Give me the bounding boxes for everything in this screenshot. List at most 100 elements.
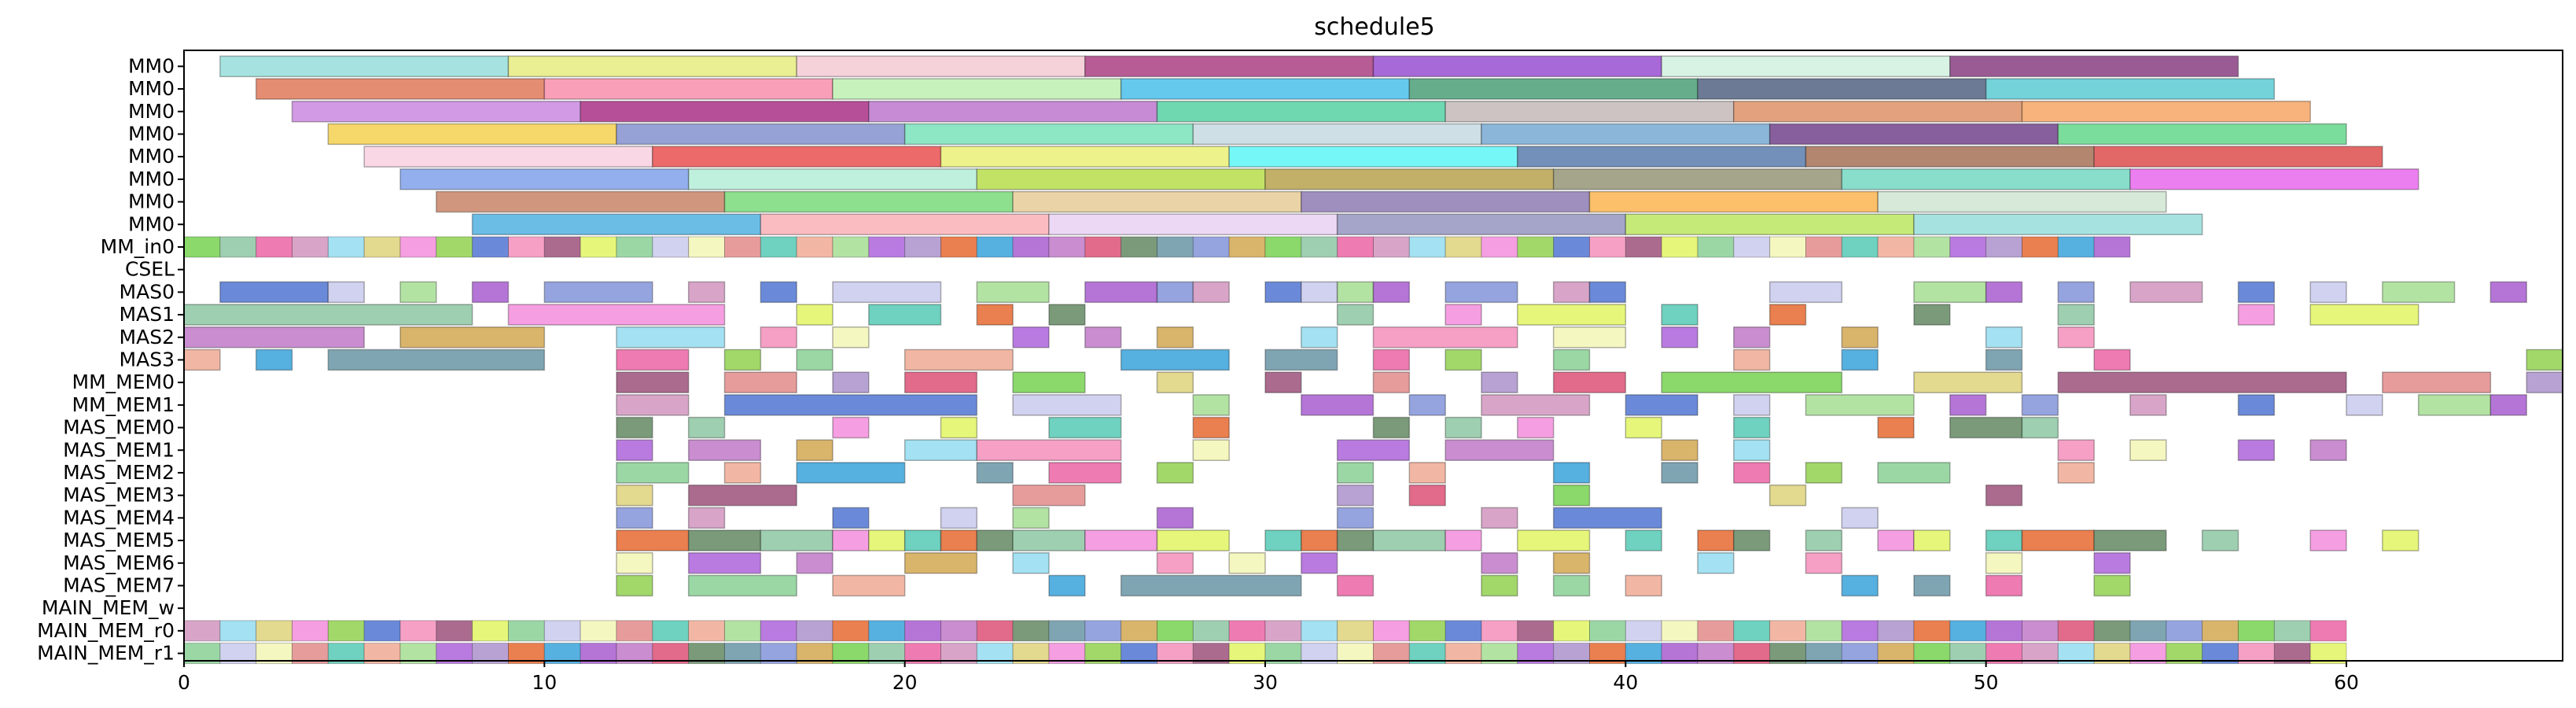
bar-mas_mem2-6: [1336, 462, 1374, 484]
bar-mas3-3: [616, 348, 690, 371]
x-axis: 0 10 20 30 40 50 60: [178, 661, 2359, 694]
bar-mm0-0: [219, 55, 510, 78]
bar-mm_in0-42: [1697, 236, 1735, 258]
bar-mm0-3: [1192, 123, 1482, 146]
bar-main_mem_r0-39: [1589, 620, 1626, 642]
bar-main_mem_r0-26: [1121, 620, 1157, 642]
bar-mas_mem5-14: [1372, 529, 1446, 551]
bar-mas_mem0-10: [1733, 416, 1771, 439]
bar-mm_in0-11: [580, 236, 617, 258]
bar-mm_in0-6: [399, 236, 437, 258]
bar-mas_mem1-4: [976, 439, 1122, 461]
bar-mas_mem5-2: [760, 529, 834, 551]
bar-mas_mem2-11: [1805, 462, 1843, 484]
bar-mas3-16: [2526, 348, 2563, 371]
bar-mas3-15: [2093, 348, 2131, 371]
bar-mas1-7: [1444, 304, 1482, 326]
bar-mas_mem7-4: [1120, 574, 1302, 597]
bar-mm_mem0-2: [832, 371, 870, 393]
y-tick-label: MAS_MEM4: [63, 506, 175, 529]
bar-mas_mem3-6: [1768, 484, 1807, 507]
bar-mas_mem6-2: [796, 552, 834, 574]
bar-main_mem_r0-10: [543, 620, 581, 642]
y-tick-label: MAS2: [120, 326, 175, 348]
bar-mas_mem2-5: [1156, 462, 1194, 484]
bar-mas_mem4-8: [1552, 507, 1662, 529]
bar-mm0-3: [1264, 168, 1555, 190]
bar-mm0-1: [760, 213, 1050, 235]
bar-mas_mem2-7: [1408, 462, 1446, 484]
bar-mas_mem5-4: [868, 529, 906, 551]
bar-mas2-12: [1733, 326, 1771, 348]
y-tick-label: MAIN_MEM_r1: [37, 642, 175, 665]
bar-mm0-2: [1012, 190, 1302, 213]
bar-mas2-8: [1301, 326, 1338, 348]
bar-main_mem_r0-59: [2309, 620, 2347, 642]
bar-main_mem_r0-27: [1157, 620, 1194, 642]
bar-main_mem_r0-8: [472, 620, 510, 642]
bar-mas_mem6-6: [1228, 552, 1266, 574]
bar-mm_in0-44: [1769, 236, 1807, 258]
bar-mm_in0-45: [1805, 236, 1842, 258]
bar-mas0-2: [399, 281, 437, 304]
bar-mas3-0: [183, 348, 221, 371]
bar-mm0-0: [255, 78, 546, 100]
bar-main_mem_r0-5: [363, 620, 401, 642]
bar-mm_in0-10: [543, 236, 581, 258]
bar-main_mem_r0-41: [1661, 620, 1698, 642]
x-tick-label: 60: [2334, 671, 2359, 694]
bar-mm_mem1-13: [2237, 394, 2276, 416]
bar-main_mem_r0-19: [868, 620, 906, 642]
bar-main_mem_r0-46: [1841, 620, 1879, 642]
bar-mm0-4: [1588, 190, 1879, 213]
bar-mm_mem0-0: [616, 371, 690, 393]
bar-mm_mem1-7: [1625, 394, 1698, 416]
bar-mas_mem1-2: [796, 439, 834, 461]
bar-mas_mem2-12: [1877, 462, 1951, 484]
bar-mas_mem1-12: [2237, 439, 2276, 461]
bar-main_mem_r0-32: [1337, 620, 1374, 642]
bar-mas2-6: [1084, 326, 1122, 348]
bar-mm_in0-4: [327, 236, 365, 258]
bar-mm0-1: [652, 146, 942, 168]
y-tick-label: MAS1: [120, 303, 175, 326]
x-tick-label: 10: [532, 671, 557, 694]
y-tick-label: MAS_MEM5: [63, 529, 175, 551]
bar-mas_mem3-2: [1012, 484, 1086, 507]
bar-mas1-13: [2237, 304, 2276, 326]
bar-mas_mem5-0: [616, 529, 690, 551]
bar-mas_mem0-0: [616, 416, 653, 439]
bar-main_mem_r0-42: [1697, 620, 1735, 642]
bar-mm_in0-51: [2022, 236, 2059, 258]
bar-mas_mem1-11: [2129, 439, 2167, 461]
bar-mas1-5: [1048, 304, 1086, 326]
bar-mm_in0-15: [724, 236, 761, 258]
y-tick-label: CSEL: [125, 258, 175, 281]
bar-main_mem_r0-21: [940, 620, 977, 642]
bar-mm0-0: [363, 146, 653, 168]
bar-main_mem_r0-16: [760, 620, 797, 642]
bar-mm_in0-26: [1121, 236, 1157, 258]
bar-mas1-0: [183, 304, 473, 326]
bar-mm_in0-34: [1408, 236, 1446, 258]
bar-mas2-3: [760, 326, 797, 348]
bar-mm_in0-52: [2057, 236, 2095, 258]
bar-mas2-5: [1012, 326, 1050, 348]
bar-mm0-4: [1372, 55, 1662, 78]
bar-mas_mem7-9: [1841, 574, 1879, 597]
bar-main_mem_r0-25: [1084, 620, 1122, 642]
bar-main_mem_r0-57: [2238, 620, 2275, 642]
bar-main_mem_r0-18: [832, 620, 870, 642]
bar-main_mem_r0-9: [508, 620, 545, 642]
chart-title: schedule5: [1314, 13, 1435, 41]
bar-mas1-12: [2057, 304, 2095, 326]
bar-mas2-7: [1156, 326, 1194, 348]
bar-mas_mem6-9: [1552, 552, 1591, 574]
x-tick-label: 30: [1253, 671, 1278, 694]
bar-mm_mem1-5: [1408, 394, 1446, 416]
bar-main_mem_r0-22: [976, 620, 1014, 642]
bar-mm_in0-3: [292, 236, 329, 258]
bar-mm_in0-36: [1481, 236, 1518, 258]
bar-mas_mem6-7: [1301, 552, 1338, 574]
bar-mm_in0-31: [1301, 236, 1338, 258]
